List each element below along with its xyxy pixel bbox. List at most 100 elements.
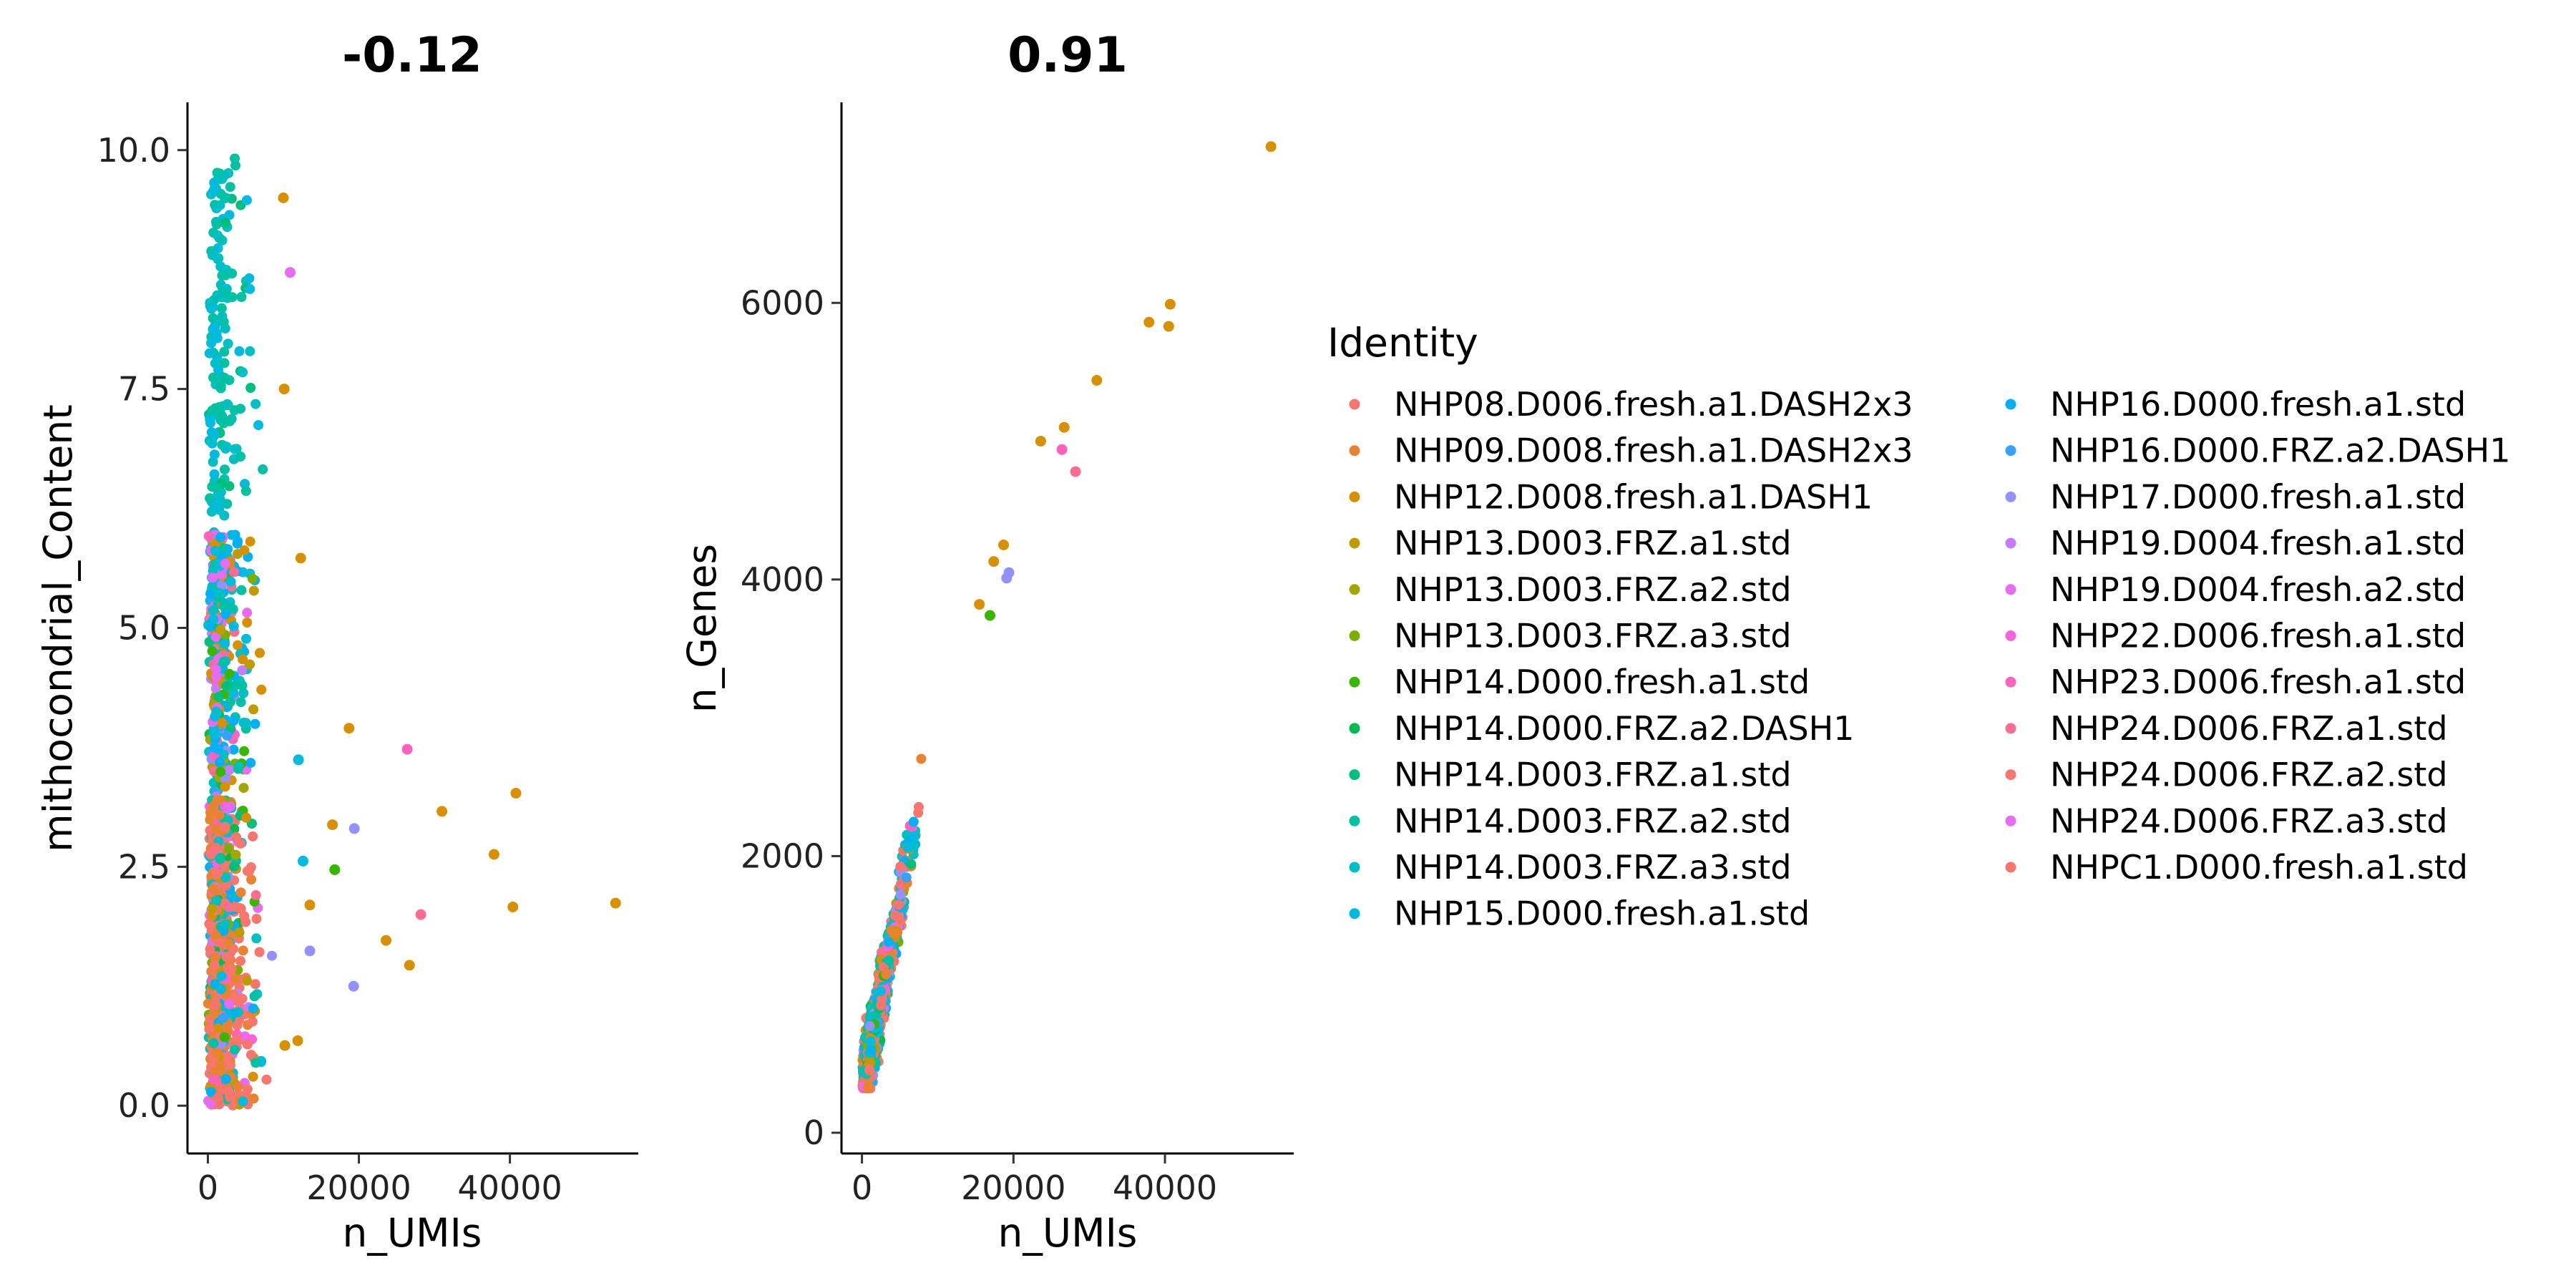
data-point bbox=[206, 1087, 216, 1097]
data-point bbox=[1164, 298, 1176, 310]
data-point bbox=[234, 927, 245, 938]
data-point bbox=[230, 1045, 240, 1055]
legend-key bbox=[1349, 537, 1360, 549]
data-point bbox=[864, 1064, 875, 1075]
data-point bbox=[203, 531, 214, 542]
data-point bbox=[248, 1071, 258, 1082]
data-point bbox=[224, 210, 235, 220]
data-point bbox=[293, 754, 304, 766]
panel-1-title: -0.12 bbox=[342, 27, 482, 84]
data-point bbox=[237, 665, 248, 675]
data-point bbox=[224, 765, 235, 776]
data-point bbox=[248, 573, 258, 584]
data-point bbox=[220, 781, 230, 792]
data-point bbox=[250, 979, 260, 990]
panel-2-x-axis-title: n_UMIs bbox=[998, 1210, 1138, 1256]
data-point bbox=[415, 909, 426, 920]
data-point bbox=[974, 599, 985, 610]
data-point bbox=[209, 449, 220, 460]
data-point bbox=[231, 444, 242, 454]
panel-1-y-axis-title: mithocondrial_Content bbox=[35, 404, 81, 852]
data-point bbox=[240, 718, 251, 728]
data-point bbox=[228, 688, 239, 698]
data-point bbox=[242, 608, 253, 618]
data-point bbox=[212, 230, 223, 240]
data-point bbox=[208, 883, 219, 894]
data-point bbox=[225, 576, 236, 587]
data-point bbox=[220, 558, 230, 569]
data-point bbox=[248, 1003, 258, 1014]
data-point bbox=[245, 536, 255, 547]
data-point bbox=[908, 816, 919, 827]
panel-genes: 0.91 0 20000 40000 0 2000 4000 6000 n_UMIs n_G… bbox=[679, 27, 1294, 1256]
data-point bbox=[219, 1032, 230, 1043]
data-point bbox=[865, 1036, 876, 1047]
legend-label: NHPC1.D000.fresh.a1.std bbox=[2050, 848, 2468, 887]
data-point bbox=[862, 1083, 873, 1093]
data-point bbox=[1143, 316, 1155, 328]
x-tick-label: 40000 bbox=[1113, 1169, 1217, 1207]
x-tick-label: 40000 bbox=[457, 1169, 562, 1207]
panel-2-title: 0.91 bbox=[1008, 27, 1128, 84]
data-point bbox=[218, 1013, 229, 1023]
data-point bbox=[211, 1048, 222, 1058]
data-point bbox=[213, 868, 223, 879]
data-point bbox=[224, 668, 235, 679]
data-point bbox=[279, 1040, 291, 1051]
legend-label: NHP14.D000.FRZ.a2.DASH1 bbox=[1394, 709, 1855, 748]
data-point bbox=[220, 1074, 231, 1085]
panel-1-x-axis-title: n_UMIs bbox=[343, 1210, 482, 1256]
y-tick-label: 0 bbox=[804, 1113, 824, 1152]
y-tick-label: 7.5 bbox=[118, 370, 170, 409]
data-point bbox=[218, 656, 229, 667]
y-tick-label: 4000 bbox=[741, 560, 824, 599]
legend-label: NHP14.D003.FRZ.a1.std bbox=[1394, 756, 1792, 794]
legend-label: NHP14.D003.FRZ.a2.std bbox=[1394, 801, 1792, 840]
data-point bbox=[209, 429, 220, 439]
legend-key bbox=[1349, 723, 1360, 734]
legend-entries: NHP08.D006.fresh.a1.DASH2x3 NHP09.D008.fr… bbox=[1349, 385, 2511, 933]
data-point bbox=[236, 585, 247, 595]
data-point bbox=[227, 292, 238, 303]
legend-key bbox=[2005, 537, 2016, 549]
data-point bbox=[242, 975, 253, 986]
data-point bbox=[208, 605, 218, 615]
data-point bbox=[248, 831, 258, 841]
data-point bbox=[245, 383, 256, 393]
data-point bbox=[208, 1038, 219, 1048]
data-point bbox=[207, 405, 218, 416]
data-point bbox=[235, 452, 246, 462]
data-point bbox=[234, 346, 245, 356]
data-point bbox=[213, 691, 224, 702]
data-point bbox=[240, 486, 251, 497]
data-point bbox=[236, 292, 247, 302]
data-point bbox=[304, 899, 316, 911]
legend-label: NHP22.D006.fresh.a1.std bbox=[2050, 617, 2466, 655]
x-tick-label: 20000 bbox=[961, 1169, 1065, 1207]
data-point bbox=[216, 303, 227, 313]
data-point bbox=[213, 1023, 223, 1034]
data-point bbox=[436, 806, 448, 817]
data-point bbox=[208, 572, 218, 583]
x-tick-label: 0 bbox=[852, 1169, 872, 1207]
legend: Identity NHP08.D006.fresh.a1.DASH2x3NHP0… bbox=[1327, 320, 2511, 933]
data-point bbox=[1163, 321, 1174, 332]
legend-label: NHP08.D006.fresh.a1.DASH2x3 bbox=[1394, 385, 1913, 424]
data-point bbox=[205, 588, 216, 599]
data-point bbox=[230, 153, 240, 164]
data-point bbox=[223, 938, 234, 949]
data-point bbox=[210, 632, 221, 643]
data-point bbox=[207, 482, 218, 492]
data-point bbox=[220, 919, 230, 930]
data-point bbox=[507, 902, 519, 912]
data-point bbox=[238, 654, 248, 665]
legend-key bbox=[1349, 491, 1360, 502]
panel-mito: -0.12 0 20000 40000 0.0 2.5 5.0 7.5 10.0 n_UMIs… bbox=[35, 27, 638, 1256]
legend-key bbox=[2005, 584, 2016, 595]
legend-label: NHP24.D006.FRZ.a3.std bbox=[2050, 801, 2448, 840]
data-point bbox=[239, 911, 250, 922]
data-point bbox=[988, 556, 1000, 567]
data-point bbox=[916, 753, 927, 764]
data-point bbox=[906, 859, 917, 869]
data-point bbox=[237, 680, 248, 691]
